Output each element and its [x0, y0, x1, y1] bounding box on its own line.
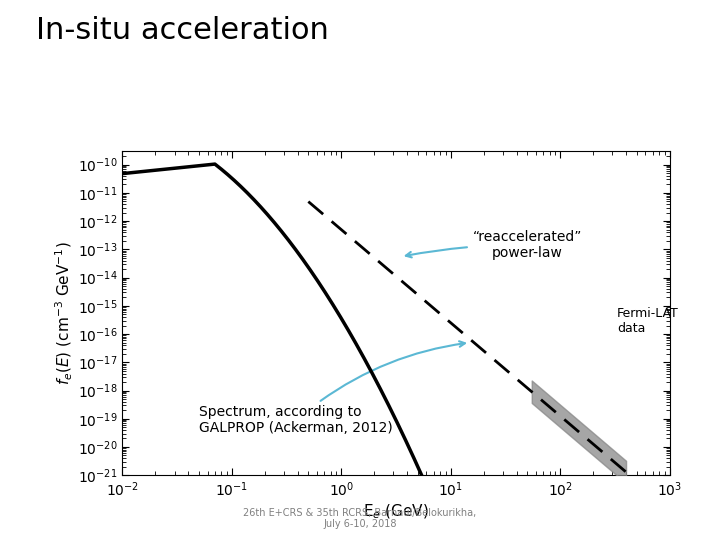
Text: Fermi-LAT
data: Fermi-LAT data: [617, 307, 679, 335]
Text: Spectrum, according to
GALPROP (Ackerman, 2012): Spectrum, according to GALPROP (Ackerman…: [199, 341, 465, 435]
Text: “reaccelerated”
power-law: “reaccelerated” power-law: [406, 230, 582, 260]
Text: In-situ acceleration: In-situ acceleration: [36, 16, 329, 45]
Text: 26th E+CRS & 35th RCRS, Barnaul/Belokurikha,
July 6-10, 2018: 26th E+CRS & 35th RCRS, Barnaul/Belokuri…: [243, 508, 477, 529]
X-axis label: E$_e$ (GeV): E$_e$ (GeV): [363, 503, 429, 521]
Y-axis label: $f_e(E)$ (cm$^{-3}$ GeV$^{-1}$): $f_e(E)$ (cm$^{-3}$ GeV$^{-1}$): [54, 241, 75, 385]
